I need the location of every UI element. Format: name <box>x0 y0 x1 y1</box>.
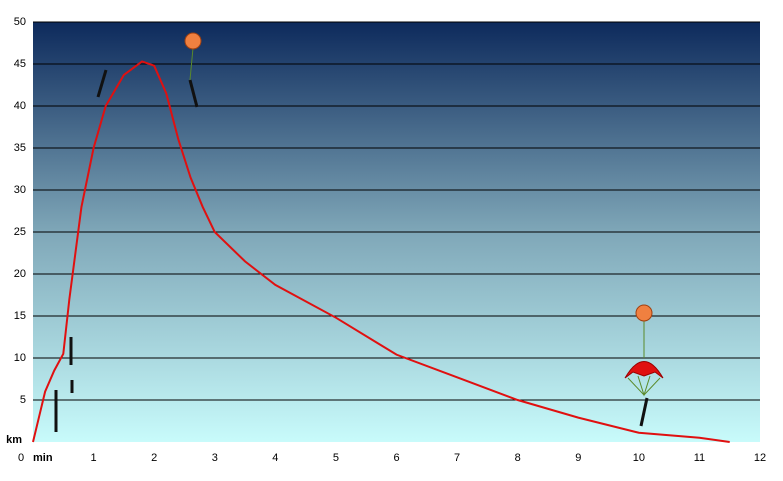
x-tick-label: 9 <box>575 452 581 464</box>
y-tick-label: 50 <box>14 16 26 28</box>
y-tick-label: 20 <box>14 268 26 280</box>
y-tick-label: 5 <box>20 394 26 406</box>
y-tick-label: 15 <box>14 310 26 322</box>
x-tick-label: 8 <box>515 452 521 464</box>
x-tick-label: 10 <box>633 452 645 464</box>
decorations <box>54 32 664 432</box>
x-axis-label: min <box>33 452 53 464</box>
x-tick-label: 5 <box>333 452 339 464</box>
chute-line <box>189 47 194 81</box>
x-tick-label: 0 <box>18 452 24 464</box>
grid <box>33 21 760 401</box>
y-tick-label: 35 <box>14 142 26 154</box>
x-tick-label: 7 <box>454 452 460 464</box>
y-axis-label: km <box>6 434 22 446</box>
x-tick-label: 4 <box>272 452 278 464</box>
rocket-icon <box>188 79 199 108</box>
y-tick-label: 30 <box>14 184 26 196</box>
chute-line <box>627 375 661 397</box>
x-tick-label: 11 <box>694 452 705 464</box>
line-series <box>32 60 730 443</box>
x-tick-label: 3 <box>212 452 218 464</box>
x-tick-label: 2 <box>151 452 157 464</box>
rocket-icon <box>639 397 649 427</box>
rocket-icon <box>96 69 108 98</box>
x-tick-label: 12 <box>754 452 766 464</box>
parachute-icon <box>624 361 664 379</box>
x-tick-label: 1 <box>91 452 97 464</box>
balloon-icon <box>184 32 202 50</box>
y-tick-label: 45 <box>14 58 26 70</box>
y-tick-label: 40 <box>14 100 26 112</box>
x-tick-label: 6 <box>393 452 399 464</box>
y-tick-label: 25 <box>14 226 26 238</box>
y-tick-label: 10 <box>14 352 26 364</box>
balloon-icon <box>635 304 653 322</box>
